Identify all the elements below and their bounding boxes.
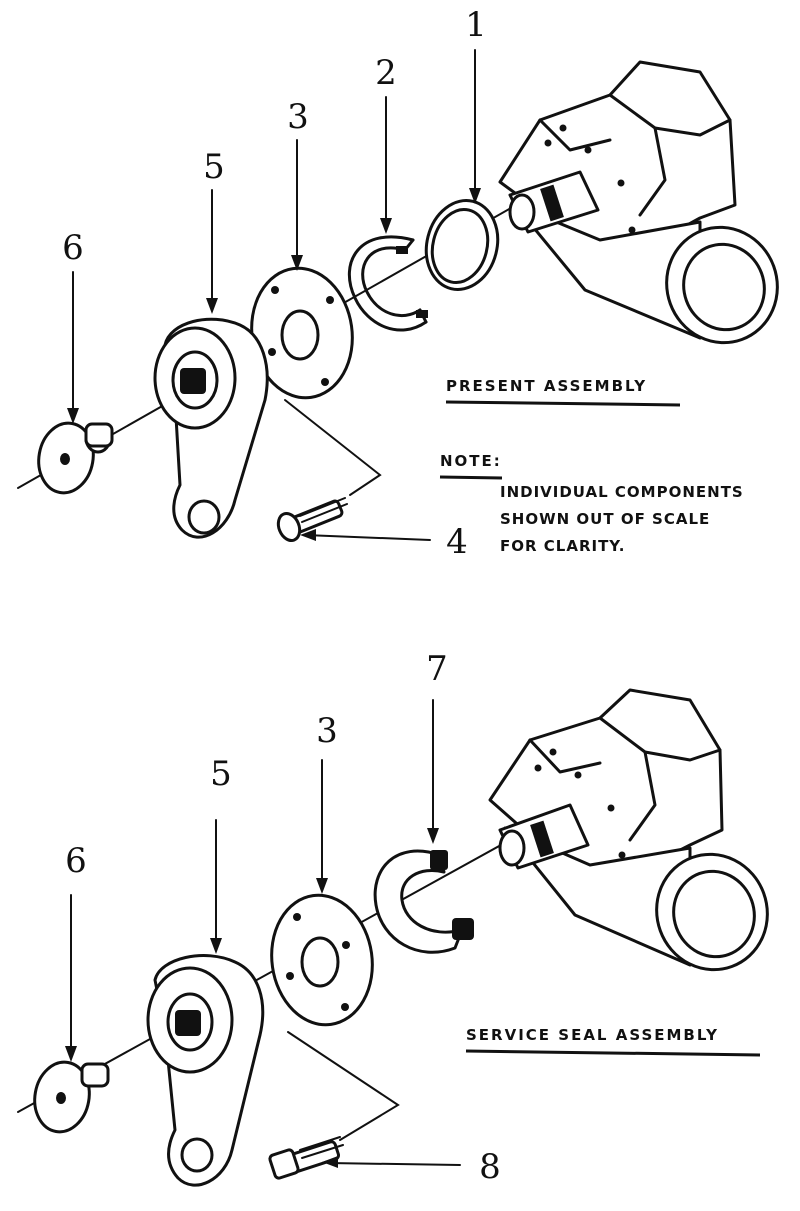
part-3-flange-plate bbox=[250, 266, 354, 400]
present-assembly-heading: PRESENT ASSEMBLY bbox=[446, 377, 647, 395]
part-6-washer-nut bbox=[37, 421, 114, 495]
bottom-leader-lines bbox=[65, 699, 461, 1168]
note-label: NOTE: bbox=[440, 452, 502, 470]
gearbox-housing-bottom bbox=[488, 688, 769, 972]
part-5-lever-arm bbox=[153, 317, 269, 539]
part-5-lever-arm-bottom bbox=[146, 954, 265, 1187]
callout-2: 2 bbox=[375, 53, 397, 93]
part-3-flange-plate-bottom bbox=[270, 893, 374, 1027]
part-2-split-ring bbox=[347, 235, 428, 332]
part-8-bolt bbox=[268, 1136, 344, 1180]
part-7-service-seal bbox=[373, 849, 474, 954]
callout-5-bottom: 5 bbox=[210, 754, 232, 794]
part-1-seal-ring bbox=[424, 199, 500, 291]
top-leader-lines bbox=[67, 49, 481, 541]
service-seal-assembly-figure: 7 3 5 6 8 SERVICE SEAL ASSEMBLY bbox=[17, 649, 769, 1187]
callout-3: 3 bbox=[287, 97, 309, 137]
part-6-washer-nut-bottom bbox=[33, 1060, 110, 1134]
callout-1: 1 bbox=[465, 5, 487, 45]
callout-8: 8 bbox=[479, 1147, 501, 1187]
present-assembly-figure: 1 2 3 4 5 6 PRESENT ASSEMBLY NOTE: INDIV… bbox=[17, 5, 779, 562]
note-underline bbox=[439, 475, 503, 480]
callout-3-bottom: 3 bbox=[316, 711, 338, 751]
service-seal-assembly-heading: SERVICE SEAL ASSEMBLY bbox=[466, 1026, 719, 1044]
note-line-3: FOR CLARITY. bbox=[500, 537, 625, 555]
note-line-2: SHOWN OUT OF SCALE bbox=[500, 510, 710, 528]
gearbox-housing bbox=[498, 60, 779, 345]
note-line-1: INDIVIDUAL COMPONENTS bbox=[500, 483, 744, 501]
callout-7: 7 bbox=[426, 649, 448, 689]
callout-4: 4 bbox=[446, 522, 468, 562]
callout-5: 5 bbox=[203, 147, 225, 187]
heading-underline bbox=[445, 400, 681, 407]
part-4-screw bbox=[276, 497, 348, 543]
callout-6: 6 bbox=[62, 228, 84, 268]
callout-6-bottom: 6 bbox=[65, 841, 87, 881]
heading-underline-bottom bbox=[465, 1049, 761, 1057]
